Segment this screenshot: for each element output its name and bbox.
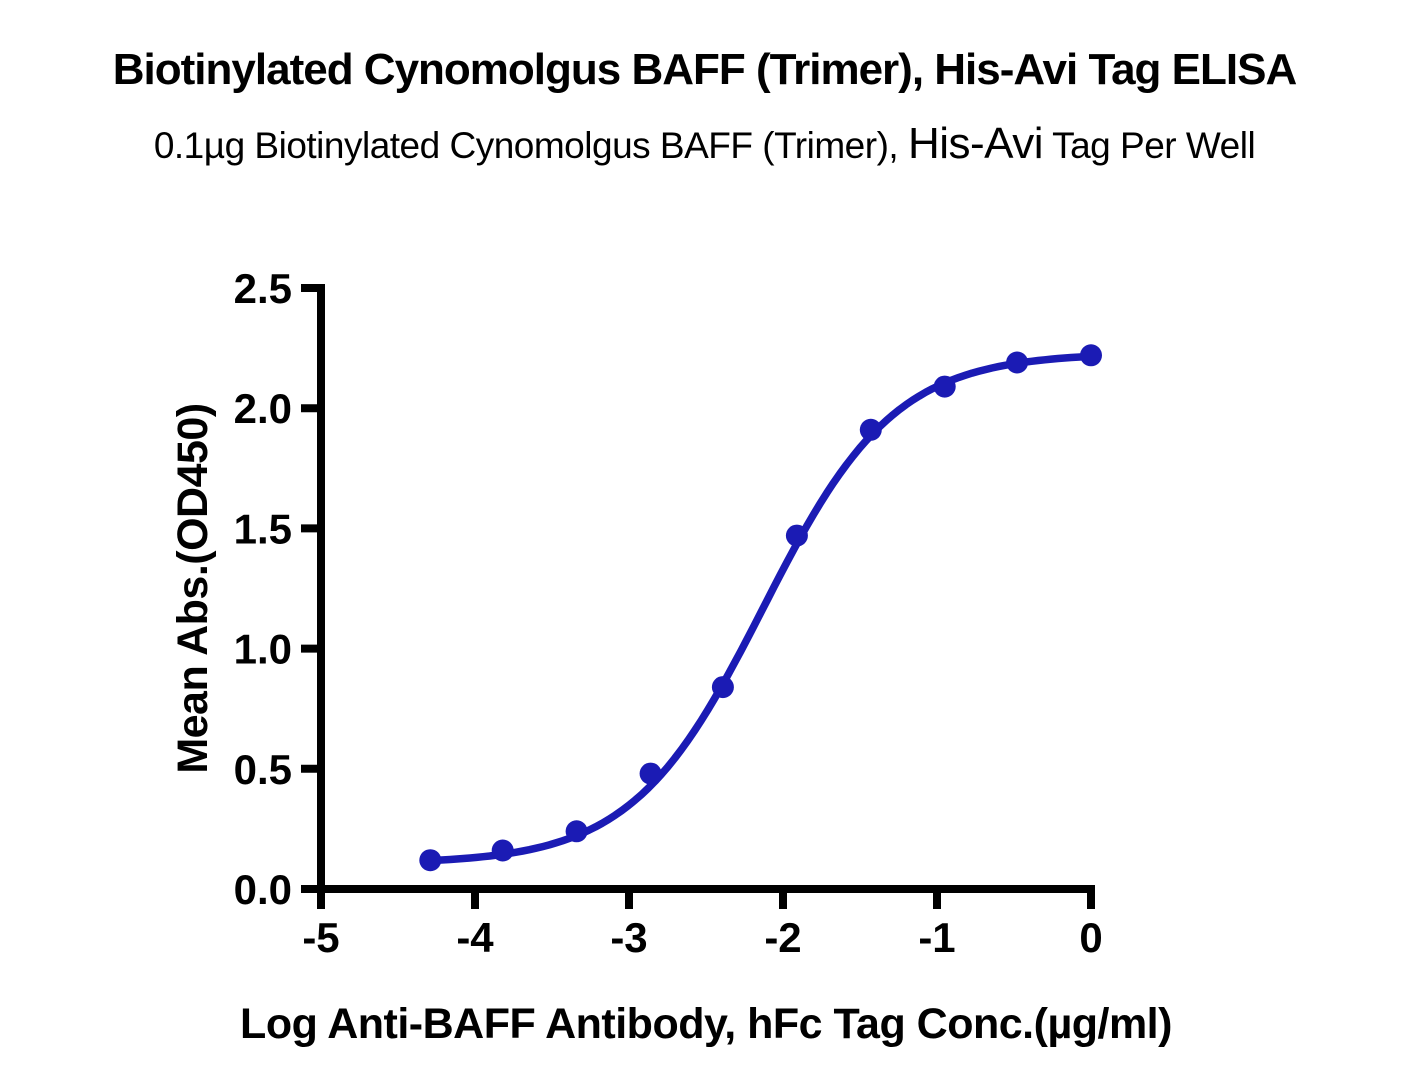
data-point [711,676,734,699]
y-tick-label: 0.0 [234,866,292,913]
x-tick-label: -4 [456,914,494,961]
chart-title: Biotinylated Cynomolgus BAFF (Trimer), H… [112,45,1297,94]
data-point [565,820,588,843]
subtitle-text-right: Tag Per Well [1042,125,1256,166]
fit-curve [426,352,1095,865]
x-tick-label: -3 [610,914,647,961]
data-point [491,839,514,862]
x-tick-label: 0 [1079,914,1102,961]
subtitle-tag-text: His-Avi [907,119,1044,168]
subtitle-text-left: 0.1µg Biotinylated Cynomolgus BAFF (Trim… [153,125,908,166]
x-axis-title: Log Anti-BAFF Antibody, hFc Tag Conc.(µg… [240,1000,1172,1048]
data-point [639,762,662,785]
data-point [859,418,882,441]
data-point [419,849,442,872]
y-tick-label: 1.0 [234,626,292,673]
y-tick-label: 0.5 [234,746,292,793]
x-tick-label: -5 [302,914,339,961]
chart-subtitle: 0.1µg Biotinylated Cynomolgus BAFF (Trim… [0,118,1409,172]
data-point [933,375,956,398]
y-tick-label: 1.5 [234,505,292,552]
data-point [785,524,808,547]
x-tick-label: -2 [764,914,801,961]
data-point [1080,344,1102,367]
y-axis-title: Mean Abs.(OD450) [169,403,217,773]
y-tick-label: 2.5 [234,265,292,312]
y-tick-label: 2.0 [234,385,292,432]
x-tick-label: -1 [918,914,955,961]
data-point [1006,351,1029,374]
